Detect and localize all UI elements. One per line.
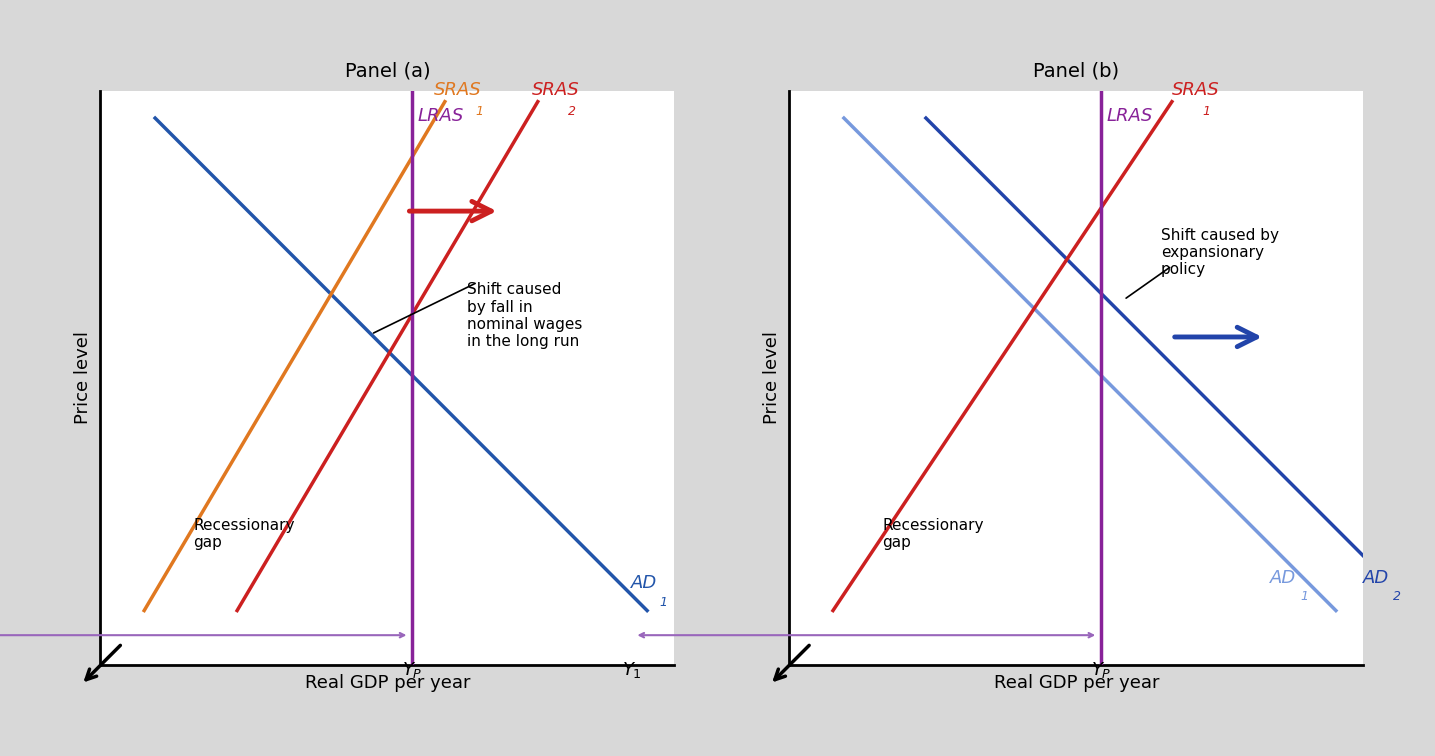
Text: LRAS: LRAS [418,107,464,125]
Text: Shift caused by
expansionary
policy: Shift caused by expansionary policy [1161,228,1279,277]
Text: 1: 1 [1203,105,1210,118]
Text: 1: 1 [659,596,667,609]
Text: $Y_1$: $Y_1$ [621,660,641,680]
Text: 2: 2 [1393,590,1402,603]
Title: Panel (a): Panel (a) [344,62,430,81]
Text: Shift caused
by fall in
nominal wages
in the long run: Shift caused by fall in nominal wages in… [466,282,583,349]
Text: $Y_P$: $Y_P$ [402,660,422,680]
Text: SRAS: SRAS [532,81,580,99]
X-axis label: Real GDP per year: Real GDP per year [993,674,1159,692]
Text: AD: AD [1270,569,1297,587]
Text: Recessionary
gap: Recessionary gap [194,518,294,550]
Text: LRAS: LRAS [1106,107,1152,125]
X-axis label: Real GDP per year: Real GDP per year [304,674,471,692]
Text: $Y_P$: $Y_P$ [1091,660,1111,680]
Text: 1: 1 [1300,590,1309,603]
Title: Panel (b): Panel (b) [1033,62,1119,81]
Text: SRAS: SRAS [433,81,482,99]
Text: 2: 2 [568,105,575,118]
Text: AD: AD [1363,569,1389,587]
Text: AD: AD [631,575,657,592]
Y-axis label: Price level: Price level [75,331,92,425]
Text: Recessionary
gap: Recessionary gap [883,518,983,550]
Text: 1: 1 [475,105,484,118]
Y-axis label: Price level: Price level [763,331,781,425]
Text: SRAS: SRAS [1172,81,1220,99]
